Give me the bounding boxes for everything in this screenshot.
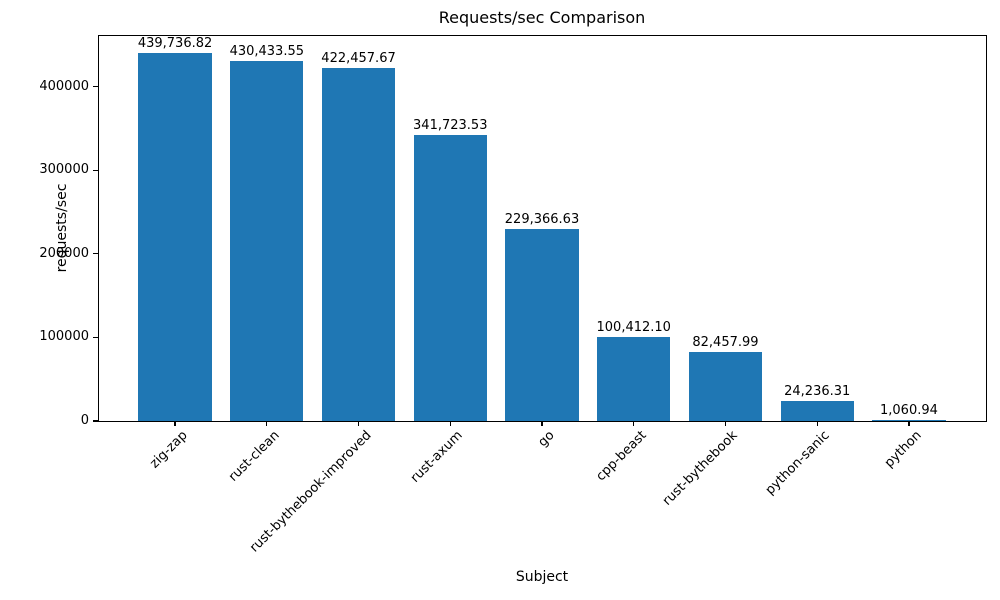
y-tick-label: 100000 bbox=[39, 329, 89, 345]
y-tick bbox=[93, 336, 98, 339]
bar-rust-bythebook bbox=[688, 352, 763, 421]
x-tick bbox=[449, 421, 451, 426]
bar-python bbox=[872, 420, 946, 421]
y-tick-label: 300000 bbox=[39, 162, 89, 178]
bar-value-label: 229,366.63 bbox=[504, 212, 580, 228]
x-tick bbox=[174, 421, 176, 426]
bar-value-label: 1,060.94 bbox=[879, 403, 938, 418]
bar-rust-clean bbox=[230, 61, 304, 421]
y-tick bbox=[93, 85, 98, 88]
x-axis-label: Subject bbox=[515, 569, 569, 585]
y-tick-label: 200000 bbox=[39, 245, 89, 261]
y-axis-label: requests/sec bbox=[54, 183, 70, 273]
bar-value-label: 24,236.31 bbox=[784, 383, 851, 399]
bar-value-label: 422,457.67 bbox=[321, 50, 396, 66]
bar-rust-bythebook-improved bbox=[321, 67, 396, 421]
x-tick bbox=[908, 421, 910, 426]
x-tick bbox=[266, 421, 268, 426]
bar-zig-zap bbox=[138, 53, 212, 421]
bar-value-label: 82,457.99 bbox=[692, 335, 759, 351]
y-tick-label: 400000 bbox=[39, 78, 89, 94]
x-tick bbox=[633, 421, 635, 426]
chart-title: Requests/sec Comparison bbox=[438, 8, 646, 27]
bar-cpp-beast bbox=[597, 337, 671, 421]
bar-value-label: 100,412.10 bbox=[596, 320, 671, 336]
y-tick bbox=[93, 420, 98, 422]
y-tick bbox=[93, 169, 98, 171]
x-tick-label: zig-zap bbox=[147, 428, 191, 472]
bar-value-label: 439,736.82 bbox=[137, 36, 213, 52]
bar-value-label: 430,433.55 bbox=[229, 44, 304, 60]
x-tick bbox=[541, 421, 543, 426]
bar-value-label: 341,723.53 bbox=[413, 118, 488, 134]
x-tick bbox=[724, 421, 727, 426]
bar-rust-axum bbox=[413, 135, 487, 421]
y-tick-label: 0 bbox=[80, 413, 89, 428]
y-tick bbox=[93, 253, 98, 255]
x-tick bbox=[357, 421, 360, 426]
x-tick bbox=[816, 421, 818, 426]
bar-python-sanic bbox=[780, 400, 854, 421]
bar-go bbox=[505, 229, 579, 421]
